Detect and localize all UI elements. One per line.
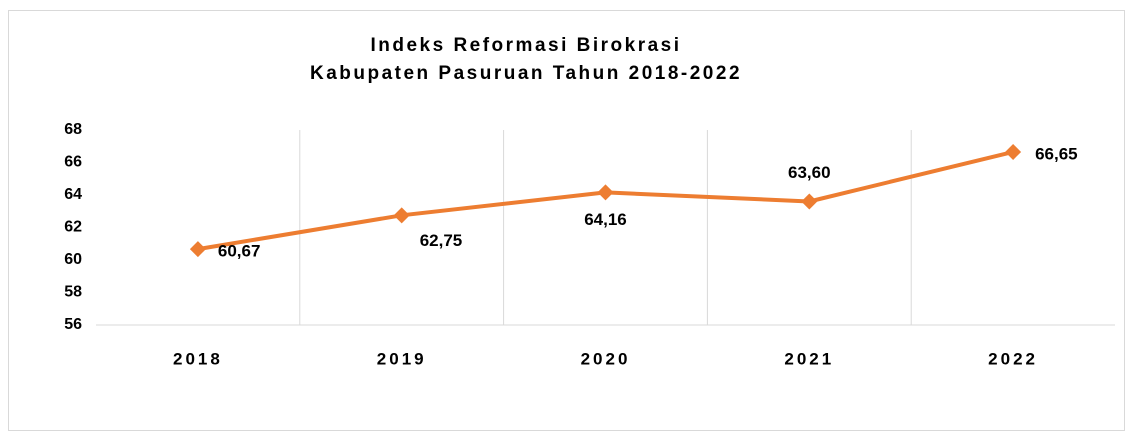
y-tick-label: 58 <box>64 284 82 301</box>
y-tick-label: 60 <box>64 251 82 268</box>
y-tick-label: 68 <box>64 121 82 138</box>
chart-border <box>8 10 1125 431</box>
data-label: 63,60 <box>788 163 831 182</box>
chart-title: Indeks Reformasi Birokrasi <box>370 35 681 56</box>
y-tick-label: 66 <box>64 154 82 171</box>
y-tick-label: 64 <box>64 186 82 203</box>
marker <box>801 193 818 210</box>
data-label: 64,16 <box>584 210 627 229</box>
chart-title: Kabupaten Pasuruan Tahun 2018-2022 <box>310 63 742 84</box>
y-tick-label: 62 <box>64 219 82 236</box>
x-tick-label: 2020 <box>581 349 631 368</box>
data-label: 66,65 <box>1035 144 1078 163</box>
marker <box>189 241 206 258</box>
marker <box>393 207 410 224</box>
data-label: 62,75 <box>420 231 463 250</box>
x-tick-label: 2021 <box>784 349 834 368</box>
x-tick-label: 2018 <box>173 349 223 368</box>
x-tick-label: 2019 <box>377 349 427 368</box>
y-tick-label: 56 <box>64 316 82 333</box>
marker <box>597 184 614 201</box>
data-label: 60,67 <box>218 242 261 261</box>
x-tick-label: 2022 <box>988 349 1038 368</box>
marker <box>1005 143 1022 160</box>
